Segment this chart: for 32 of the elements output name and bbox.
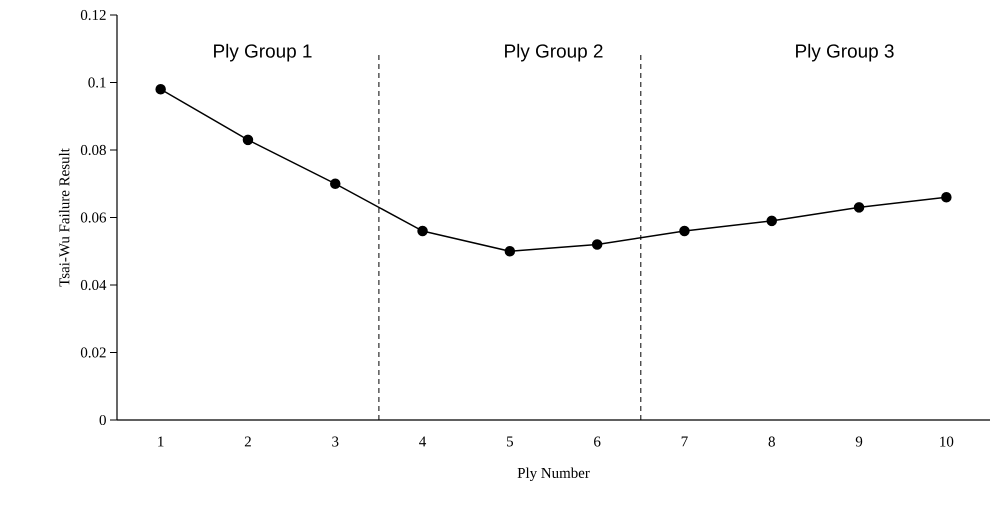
- x-tick-label: 3: [332, 436, 338, 447]
- x-tick-label: 6: [594, 436, 600, 447]
- point: [766, 216, 778, 226]
- point: [330, 178, 341, 189]
- x-axis-title: Ply Number: [518, 467, 590, 482]
- x-tick-label: 9: [856, 436, 862, 447]
- x-tick-label: 2: [244, 436, 251, 446]
- x-tick-label: 1: [158, 436, 164, 446]
- point: [504, 246, 516, 256]
- x-tick-label: 5: [506, 436, 514, 446]
- point: [242, 134, 254, 146]
- point: [679, 226, 690, 236]
- point: [941, 192, 952, 202]
- point: [592, 239, 602, 250]
- y-tick-label: 0.08: [80, 144, 106, 156]
- y-tick-label: 0.04: [80, 280, 106, 290]
- annotation: Ply Group 3: [796, 44, 894, 62]
- y-tick-label: 0: [100, 414, 106, 426]
- x-tick-label: 7: [682, 436, 688, 446]
- x-tick-label: 4: [419, 436, 426, 446]
- annotation: Ply Group 1: [214, 44, 312, 62]
- y-tick-label: 0.06: [80, 212, 106, 223]
- y-tick-label: 0.02: [80, 347, 106, 358]
- x-tick-label: 8: [768, 436, 775, 447]
- y-axis-title: Tsai-Wu Failure Result: [58, 148, 70, 287]
- annotation: Ply Group 2: [505, 44, 603, 62]
- point: [155, 84, 166, 94]
- point: [854, 202, 864, 213]
- x-tick-label: 10: [940, 436, 954, 447]
- point: [417, 226, 428, 236]
- y-tick-label: 0.1: [88, 77, 106, 88]
- y-tick-label: 0.12: [80, 10, 106, 20]
